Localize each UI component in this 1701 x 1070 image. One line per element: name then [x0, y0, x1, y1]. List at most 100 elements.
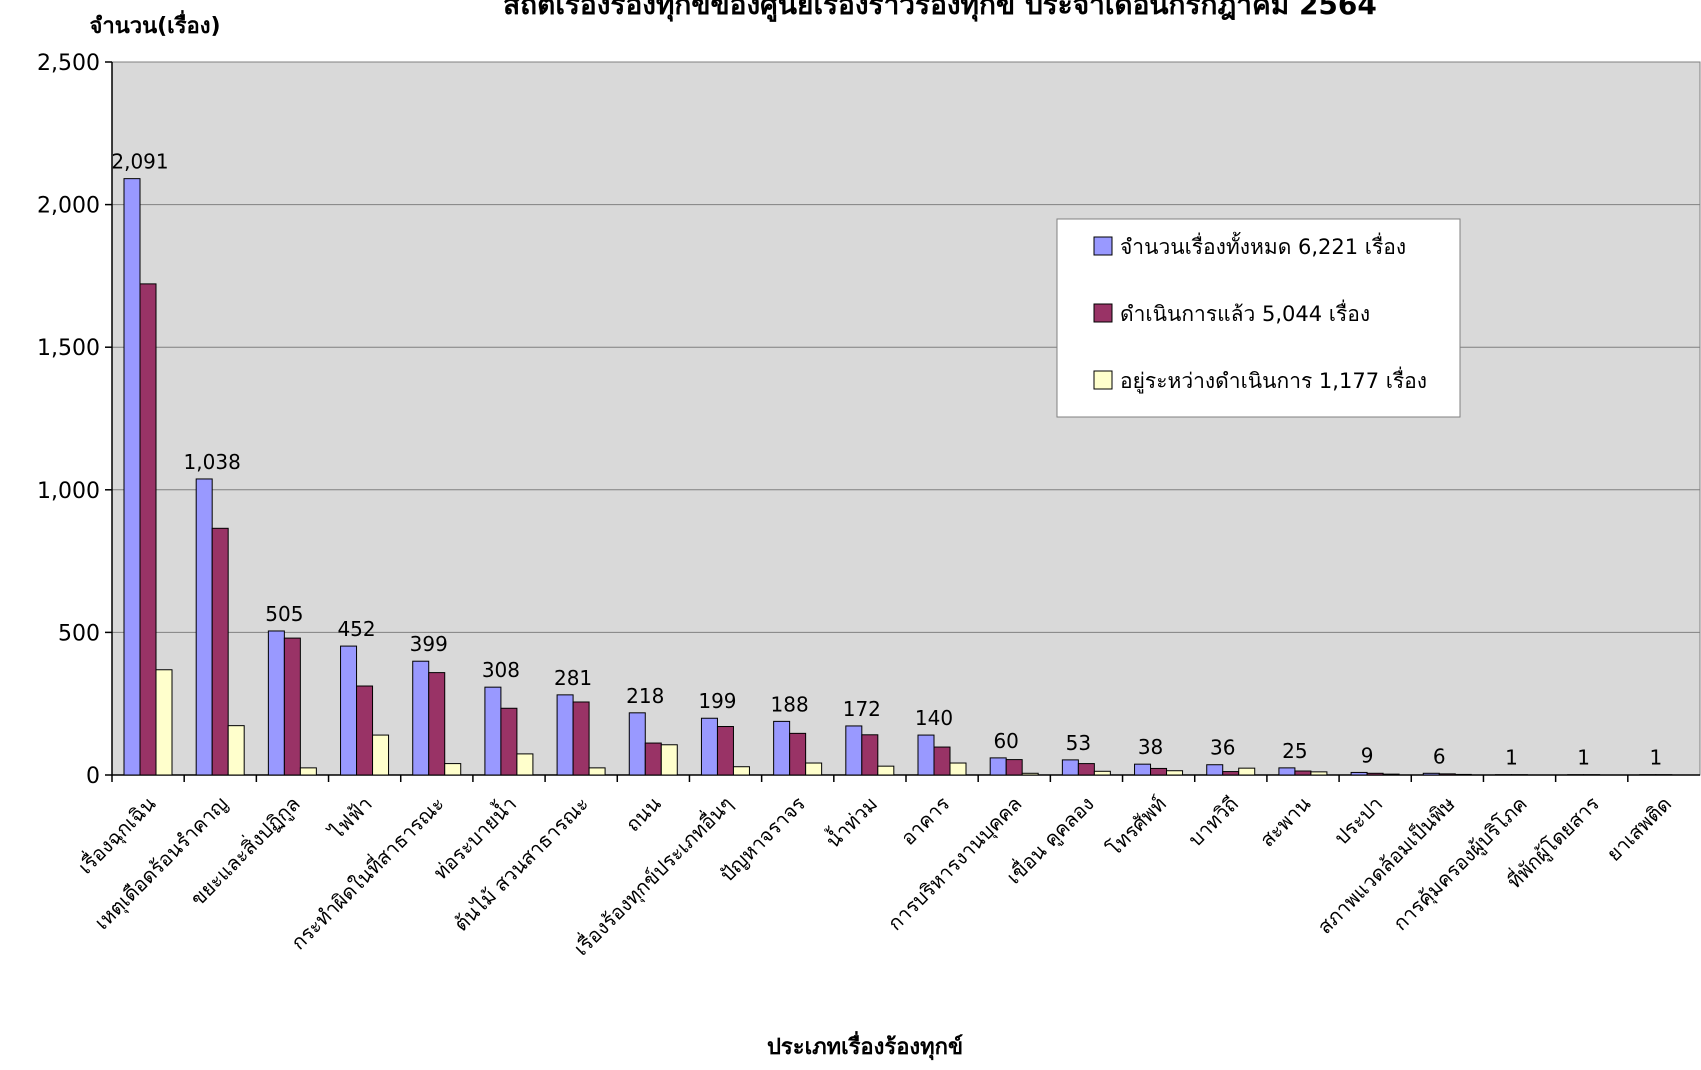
- data-label: 2,091: [111, 150, 168, 174]
- bar-series-1-2: [267, 630, 285, 776]
- bar-series-2-13: [1077, 763, 1095, 776]
- bar-series-2-5: [500, 707, 518, 776]
- bar-series-2-0: [139, 283, 157, 776]
- data-label: 1,038: [184, 450, 241, 474]
- data-label: 6: [1433, 744, 1446, 768]
- bar-series-2-18: [1438, 773, 1456, 776]
- category-label: การบริหารงานบุคคล: [883, 792, 1027, 936]
- gridlines: [112, 61, 1700, 633]
- bar-series-2-6: [572, 701, 590, 776]
- data-label: 172: [843, 697, 881, 721]
- bar-series-3-14: [1166, 770, 1184, 776]
- bar-series-1-13: [1061, 759, 1079, 776]
- data-label: 140: [915, 706, 953, 730]
- bar-series-1-9: [773, 720, 791, 776]
- category-label: เหตุเดือดร้อนรำคาญ: [90, 792, 233, 935]
- bar-series-3-10: [877, 765, 895, 776]
- bar-series-3-17: [1382, 773, 1400, 776]
- legend-swatch: [1093, 236, 1113, 256]
- bar-series-2-12: [1005, 759, 1023, 776]
- data-label: 188: [771, 692, 809, 716]
- data-label: 308: [482, 658, 520, 682]
- axes: 0 500 1,000 1,500 2,000 2,500: [37, 51, 1700, 789]
- bar-series-1-15: [1206, 764, 1224, 776]
- bar-series-3-1: [227, 725, 245, 776]
- bar-series-3-9: [805, 762, 823, 776]
- bar-series-3-8: [732, 766, 750, 776]
- plot-area: [111, 61, 1701, 776]
- bar-series-1-12: [989, 757, 1007, 776]
- bar-series-2-14: [1150, 767, 1168, 776]
- data-label: 60: [993, 729, 1018, 753]
- x-axis-title: ประเภทเรื่องร้องทุกข์: [767, 1030, 963, 1061]
- data-label: 38: [1138, 735, 1163, 759]
- data-label: 218: [626, 684, 664, 708]
- bar-series-1-17: [1350, 771, 1368, 776]
- category-label: ประปา: [1329, 792, 1387, 850]
- y-tick-label: 0: [86, 764, 100, 789]
- category-label: โทรศัพท์: [1102, 792, 1171, 861]
- data-label: 1: [1577, 746, 1590, 770]
- bar-series-1-16: [1278, 767, 1296, 776]
- bar-series-1-5: [484, 686, 502, 776]
- y-axis-title: จำนวน(เรื่อง): [89, 9, 220, 39]
- bar-series-1-0: [123, 178, 141, 776]
- bar-series-3-16: [1310, 771, 1328, 776]
- data-label: 25: [1282, 739, 1307, 763]
- legend-entry: ดำเนินการแล้ว 5,044 เรื่อง: [1120, 299, 1370, 326]
- bar-series-1-4: [412, 660, 430, 776]
- category-labels: เรื่องฉุกเฉินเหตุเดือดร้อนรำคาญขยะและสิ่…: [72, 790, 1676, 961]
- data-label: 1: [1649, 746, 1662, 770]
- y-tick-label: 1,500: [37, 336, 100, 361]
- bar-series-3-0: [155, 669, 173, 776]
- legend-entry: อยู่ระหว่างดำเนินการ 1,177 เรื่อง: [1120, 366, 1427, 394]
- bar-series-3-2: [299, 767, 317, 776]
- data-labels: 2,091 1,038 505 452 399 308 281 218 199 188 172 140…: [111, 150, 1662, 770]
- bar-series-1-3: [340, 645, 358, 776]
- data-label: 452: [337, 617, 375, 641]
- y-tick-label: 1,000: [37, 479, 100, 504]
- bar-series-1-18: [1422, 772, 1440, 776]
- data-label: 505: [265, 602, 303, 626]
- bar-series-2-16: [1294, 770, 1312, 776]
- y-tick-label: 2,000: [37, 194, 100, 219]
- bar-series-3-4: [444, 763, 462, 776]
- category-label: สภาพแวดล้อมเป็นพิษ: [1312, 791, 1460, 939]
- bar-series-2-4: [428, 672, 446, 776]
- y-tick-label: 500: [58, 621, 100, 646]
- category-label: อาคาร: [896, 791, 955, 850]
- bar-series-3-3: [372, 734, 390, 776]
- bar-series-3-18: [1454, 773, 1472, 776]
- bar-series-2-9: [789, 732, 807, 776]
- chart-title: สถิติเรื่องร้องทุกข์ของศูนย์เรื่องราวร้อ…: [503, 0, 1377, 22]
- legend-swatch: [1093, 303, 1113, 323]
- bar-series-1-14: [1134, 763, 1152, 776]
- data-label: 53: [1066, 731, 1091, 755]
- bar-series-2-17: [1366, 772, 1384, 776]
- y-tick-label: 2,500: [37, 51, 100, 76]
- legend-entry: จำนวนเรื่องทั้งหมด 6,221 เรื่อง: [1120, 232, 1406, 259]
- bar-series-3-6: [588, 767, 606, 776]
- bar-series-1-1: [195, 478, 213, 776]
- bar-series-1-6: [556, 694, 574, 776]
- bar-series-1-8: [700, 717, 718, 776]
- data-label: 36: [1210, 736, 1235, 760]
- bar-series-1-7: [628, 712, 646, 776]
- legend-swatch: [1093, 370, 1113, 390]
- data-label: 9: [1361, 743, 1374, 767]
- legend-box: [1056, 218, 1461, 418]
- bar-series-2-7: [644, 742, 662, 776]
- bar-series-3-11: [949, 762, 967, 776]
- bar-series-3-13: [1093, 770, 1111, 776]
- bar-series-2-11: [933, 746, 951, 776]
- bar-series-3-5: [516, 753, 534, 776]
- category-label: น้ำท่วม: [820, 790, 883, 853]
- bar-series-3-12: [1021, 772, 1039, 776]
- bar-series-1-11: [917, 734, 935, 776]
- category-label: ไฟฟ้า: [323, 792, 376, 845]
- bar-series-2-1: [211, 527, 229, 776]
- bar-series-3-15: [1238, 767, 1256, 776]
- legend: จำนวนเรื่องทั้งหมด 6,221 เรื่องดำเนินการ…: [1056, 218, 1461, 418]
